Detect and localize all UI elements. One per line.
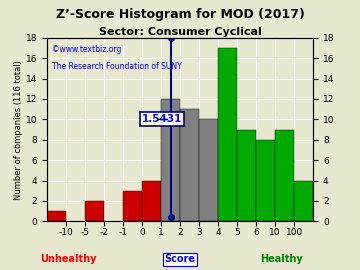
Bar [180, 109, 199, 221]
Bar [47, 211, 66, 221]
Bar [275, 130, 294, 221]
Bar [85, 201, 104, 221]
Bar [199, 119, 218, 221]
Bar [256, 140, 275, 221]
Text: The Research Foundation of SUNY: The Research Foundation of SUNY [52, 62, 182, 71]
Text: 1.5431: 1.5431 [141, 114, 182, 124]
Bar [237, 130, 256, 221]
Text: Z’-Score Histogram for MOD (2017): Z’-Score Histogram for MOD (2017) [55, 8, 305, 21]
Text: Score: Score [165, 254, 195, 264]
Bar [123, 191, 142, 221]
Bar [294, 181, 313, 221]
Bar [161, 99, 180, 221]
Bar [142, 181, 161, 221]
Text: Sector: Consumer Cyclical: Sector: Consumer Cyclical [99, 27, 261, 37]
Text: Unhealthy: Unhealthy [40, 254, 96, 264]
Y-axis label: Number of companies (116 total): Number of companies (116 total) [14, 60, 23, 200]
Text: ©www.textbiz.org: ©www.textbiz.org [52, 45, 122, 54]
Bar [218, 48, 237, 221]
Text: Healthy: Healthy [260, 254, 303, 264]
